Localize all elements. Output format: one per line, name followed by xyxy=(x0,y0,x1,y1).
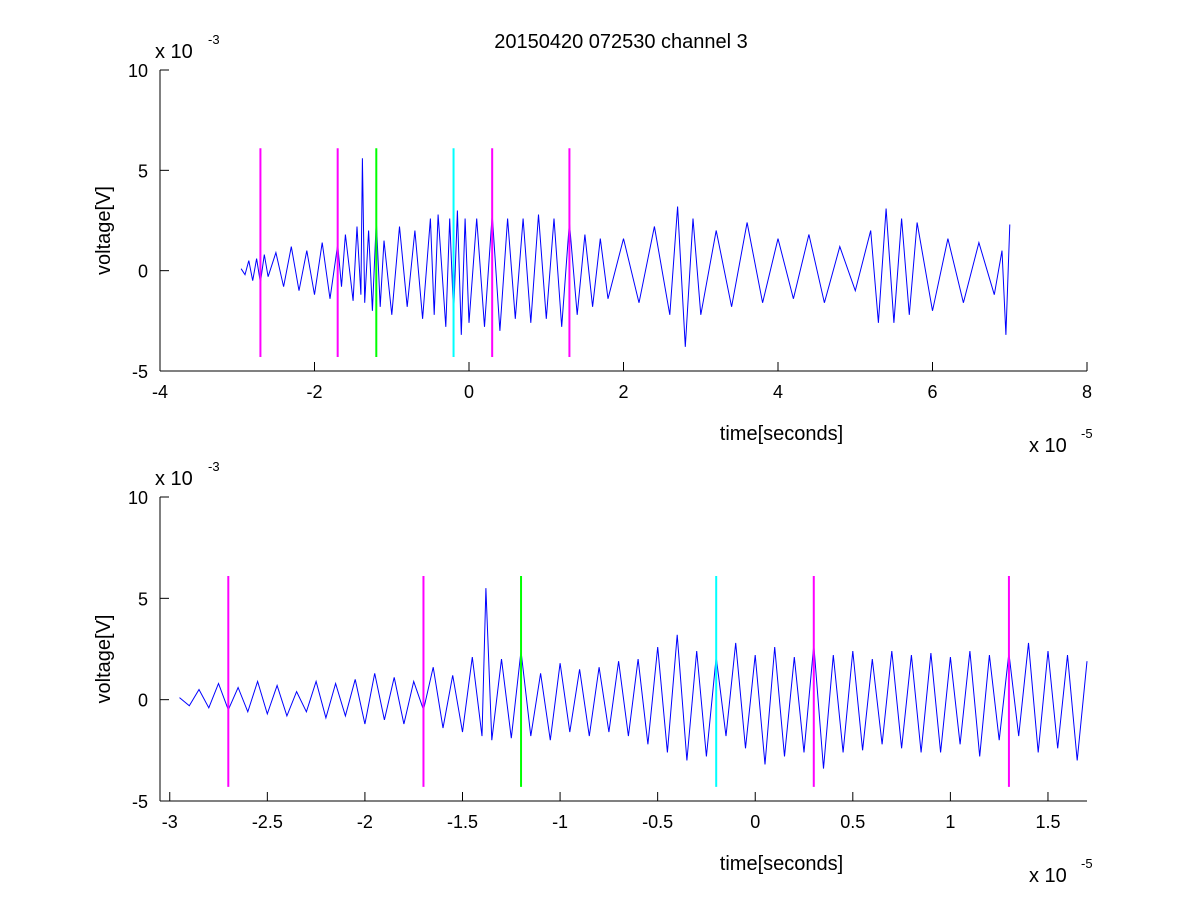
y-multiplier-label: x 10 xyxy=(155,41,193,63)
y-tick-label: 10 xyxy=(128,488,148,508)
x-multiplier-label: x 10 xyxy=(1029,435,1067,457)
figure-title: 20150420 072530 channel 3 xyxy=(494,31,748,53)
y-tick-label: -5 xyxy=(132,792,148,812)
x-tick-label: 1.5 xyxy=(1035,812,1060,832)
x-tick-label: 0.5 xyxy=(840,812,865,832)
y-multiplier-exponent: -3 xyxy=(208,32,220,47)
bottom-plot: -3 -2.5 -2 -1.5 -1 -0.5 0 0.5 1 1.5 -5 0 5 10 time[sec… xyxy=(93,459,1093,887)
top-plot: -4 -2 0 2 4 6 8 -5 0 5 10 time[seconds] voltage[V] x … xyxy=(93,32,1093,457)
x-tick-label: 6 xyxy=(927,382,937,402)
y-tick-label: 5 xyxy=(138,161,148,181)
x-tick-label: 2 xyxy=(618,382,628,402)
x-tick-label: 8 xyxy=(1082,382,1092,402)
x-tick-label: -1 xyxy=(552,812,568,832)
y-tick-label: 0 xyxy=(138,262,148,282)
x-tick-label: 1 xyxy=(945,812,955,832)
x-tick-label: -3 xyxy=(162,812,178,832)
voltage-series-line xyxy=(240,158,1011,347)
y-axis-label: voltage[V] xyxy=(93,186,115,275)
x-tick-label: 0 xyxy=(464,382,474,402)
y-multiplier-exponent: -3 xyxy=(208,459,220,474)
x-tick-label: 4 xyxy=(773,382,783,402)
x-multiplier-exponent: -5 xyxy=(1081,856,1093,871)
x-tick-label: -2.5 xyxy=(252,812,283,832)
x-axis-label: time[seconds] xyxy=(720,853,843,875)
x-axis-label: time[seconds] xyxy=(720,423,843,445)
x-tick-label: -1.5 xyxy=(447,812,478,832)
x-tick-label: -2 xyxy=(357,812,373,832)
y-tick-label: 5 xyxy=(138,589,148,609)
y-tick-label: 10 xyxy=(128,61,148,81)
x-multiplier-exponent: -5 xyxy=(1081,426,1093,441)
x-tick-label: -2 xyxy=(306,382,322,402)
x-tick-label: -4 xyxy=(152,382,168,402)
y-axis-label: voltage[V] xyxy=(93,615,115,704)
x-tick-label: -0.5 xyxy=(642,812,673,832)
y-tick-label: -5 xyxy=(132,362,148,382)
y-multiplier-label: x 10 xyxy=(155,468,193,490)
x-multiplier-label: x 10 xyxy=(1029,865,1067,887)
y-tick-label: 0 xyxy=(138,691,148,711)
x-tick-label: 0 xyxy=(750,812,760,832)
voltage-series-line xyxy=(179,588,1088,769)
